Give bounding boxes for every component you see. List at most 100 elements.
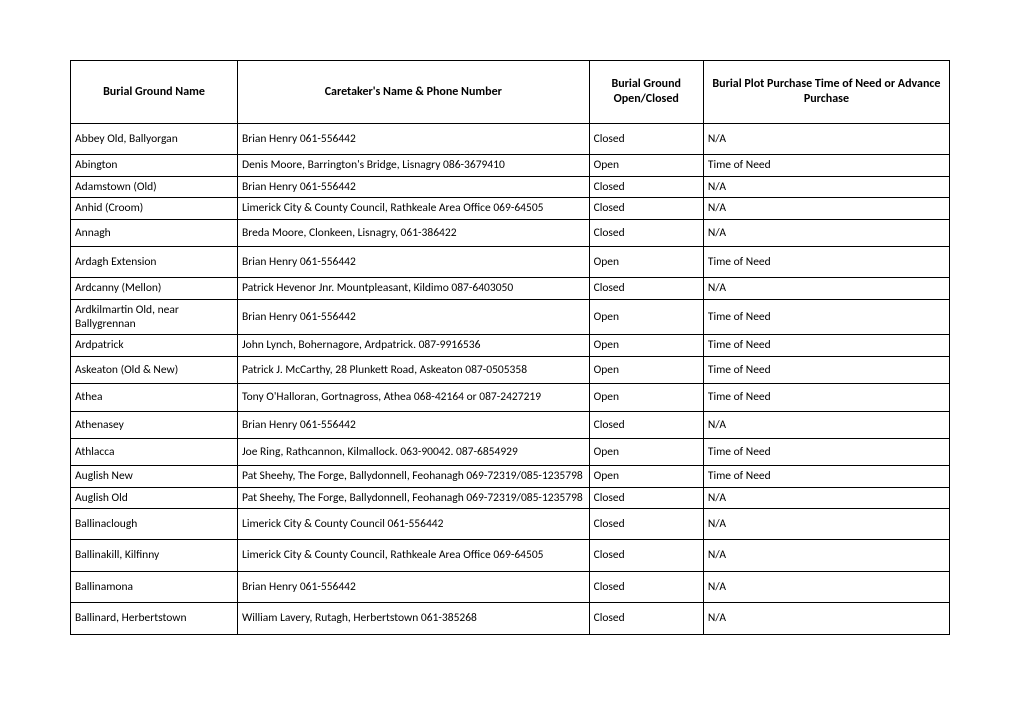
table-cell: Athenasey bbox=[71, 411, 238, 438]
table-cell: Ardpatrick bbox=[71, 335, 238, 356]
table-header: Burial Ground Name Caretaker's Name & Ph… bbox=[71, 61, 950, 124]
table-row: BallinamonaBrian Henry 061-556442ClosedN… bbox=[71, 571, 950, 602]
table-row: Anhid (Croom)Limerick City & County Coun… bbox=[71, 198, 950, 219]
table-cell: Pat Sheehy, The Forge, Ballydonnell, Feo… bbox=[238, 466, 590, 487]
table-row: BallinacloughLimerick City & County Coun… bbox=[71, 509, 950, 540]
table-row: AnnaghBreda Moore, Clonkeen, Lisnagry, 0… bbox=[71, 219, 950, 246]
table-cell: N/A bbox=[703, 509, 949, 540]
table-row: AthenaseyBrian Henry 061-556442ClosedN/A bbox=[71, 411, 950, 438]
table-row: Auglish OldPat Sheehy, The Forge, Ballyd… bbox=[71, 487, 950, 508]
table-cell: Denis Moore, Barrington's Bridge, Lisnag… bbox=[238, 155, 590, 176]
table-cell: Ardkilmartin Old, near Ballygrennan bbox=[71, 299, 238, 335]
table-cell: Pat Sheehy, The Forge, Ballydonnell, Feo… bbox=[238, 487, 590, 508]
table-cell: Limerick City & County Council, Rathkeal… bbox=[238, 540, 590, 571]
table-cell: Askeaton (Old & New) bbox=[71, 356, 238, 383]
table-cell: Closed bbox=[589, 176, 703, 197]
table-cell: Brian Henry 061-556442 bbox=[238, 124, 590, 155]
table-cell: Limerick City & County Council 061-55644… bbox=[238, 509, 590, 540]
table-cell: Athea bbox=[71, 384, 238, 411]
table-row: AthlaccaJoe Ring, Rathcannon, Kilmallock… bbox=[71, 438, 950, 465]
table-cell: N/A bbox=[703, 603, 949, 634]
table-cell: Ballinamona bbox=[71, 571, 238, 602]
table-cell: Time of Need bbox=[703, 356, 949, 383]
table-cell: Open bbox=[589, 438, 703, 465]
table-cell: Open bbox=[589, 356, 703, 383]
table-cell: Closed bbox=[589, 571, 703, 602]
table-row: Abbey Old, BallyorganBrian Henry 061-556… bbox=[71, 124, 950, 155]
col-header-purchase: Burial Plot Purchase Time of Need or Adv… bbox=[703, 61, 949, 124]
col-header-name: Burial Ground Name bbox=[71, 61, 238, 124]
table-cell: Brian Henry 061-556442 bbox=[238, 411, 590, 438]
table-cell: Closed bbox=[589, 198, 703, 219]
table-cell: Abington bbox=[71, 155, 238, 176]
table-cell: Closed bbox=[589, 411, 703, 438]
table-cell: Tony O'Halloran, Gortnagross, Athea 068-… bbox=[238, 384, 590, 411]
table-cell: Ardagh Extension bbox=[71, 246, 238, 277]
table-cell: Athlacca bbox=[71, 438, 238, 465]
table-row: Ardagh ExtensionBrian Henry 061-556442Op… bbox=[71, 246, 950, 277]
table-row: Ardcanny (Mellon)Patrick Hevenor Jnr. Mo… bbox=[71, 278, 950, 299]
table-cell: Closed bbox=[589, 540, 703, 571]
table-cell: Patrick Hevenor Jnr. Mountpleasant, Kild… bbox=[238, 278, 590, 299]
table-cell: Auglish Old bbox=[71, 487, 238, 508]
table-cell: Closed bbox=[589, 124, 703, 155]
table-cell: Patrick J. McCarthy, 28 Plunkett Road, A… bbox=[238, 356, 590, 383]
table-cell: Limerick City & County Council, Rathkeal… bbox=[238, 198, 590, 219]
table-cell: Time of Need bbox=[703, 466, 949, 487]
table-cell: Time of Need bbox=[703, 155, 949, 176]
table-cell: N/A bbox=[703, 540, 949, 571]
table-cell: Time of Need bbox=[703, 299, 949, 335]
table-cell: N/A bbox=[703, 487, 949, 508]
table-row: Ballinard, HerbertstownWilliam Lavery, R… bbox=[71, 603, 950, 634]
table-cell: Open bbox=[589, 466, 703, 487]
table-cell: Open bbox=[589, 246, 703, 277]
table-cell: Ardcanny (Mellon) bbox=[71, 278, 238, 299]
page-container: Burial Ground Name Caretaker's Name & Ph… bbox=[0, 0, 1020, 675]
table-cell: Ballinakill, Kilfinny bbox=[71, 540, 238, 571]
table-cell: Ballinaclough bbox=[71, 509, 238, 540]
table-cell: Closed bbox=[589, 509, 703, 540]
table-body: Abbey Old, BallyorganBrian Henry 061-556… bbox=[71, 124, 950, 635]
table-cell: Anhid (Croom) bbox=[71, 198, 238, 219]
table-cell: Closed bbox=[589, 278, 703, 299]
table-cell: N/A bbox=[703, 278, 949, 299]
table-cell: Brian Henry 061-556442 bbox=[238, 246, 590, 277]
table-cell: Closed bbox=[589, 487, 703, 508]
table-cell: Joe Ring, Rathcannon, Kilmallock. 063-90… bbox=[238, 438, 590, 465]
burial-ground-table: Burial Ground Name Caretaker's Name & Ph… bbox=[70, 60, 950, 635]
table-cell: William Lavery, Rutagh, Herbertstown 061… bbox=[238, 603, 590, 634]
col-header-status: Burial Ground Open/Closed bbox=[589, 61, 703, 124]
table-row: Ballinakill, KilfinnyLimerick City & Cou… bbox=[71, 540, 950, 571]
table-cell: N/A bbox=[703, 411, 949, 438]
table-cell: Closed bbox=[589, 603, 703, 634]
table-cell: N/A bbox=[703, 198, 949, 219]
table-cell: John Lynch, Bohernagore, Ardpatrick. 087… bbox=[238, 335, 590, 356]
table-cell: N/A bbox=[703, 571, 949, 602]
table-cell: N/A bbox=[703, 124, 949, 155]
table-cell: Brian Henry 061-556442 bbox=[238, 176, 590, 197]
table-cell: Ballinard, Herbertstown bbox=[71, 603, 238, 634]
table-row: Auglish NewPat Sheehy, The Forge, Ballyd… bbox=[71, 466, 950, 487]
col-header-caretaker: Caretaker's Name & Phone Number bbox=[238, 61, 590, 124]
table-cell: N/A bbox=[703, 219, 949, 246]
table-row: Askeaton (Old & New)Patrick J. McCarthy,… bbox=[71, 356, 950, 383]
table-cell: Adamstown (Old) bbox=[71, 176, 238, 197]
table-cell: Open bbox=[589, 384, 703, 411]
table-cell: Brian Henry 061-556442 bbox=[238, 299, 590, 335]
table-cell: Abbey Old, Ballyorgan bbox=[71, 124, 238, 155]
table-cell: Closed bbox=[589, 219, 703, 246]
table-cell: Brian Henry 061-556442 bbox=[238, 571, 590, 602]
table-row: AtheaTony O'Halloran, Gortnagross, Athea… bbox=[71, 384, 950, 411]
table-cell: Breda Moore, Clonkeen, Lisnagry, 061-386… bbox=[238, 219, 590, 246]
table-cell: Time of Need bbox=[703, 246, 949, 277]
table-cell: Open bbox=[589, 155, 703, 176]
table-row: Adamstown (Old)Brian Henry 061-556442Clo… bbox=[71, 176, 950, 197]
table-cell: Auglish New bbox=[71, 466, 238, 487]
table-cell: Time of Need bbox=[703, 438, 949, 465]
table-row: Ardkilmartin Old, near BallygrennanBrian… bbox=[71, 299, 950, 335]
table-cell: Annagh bbox=[71, 219, 238, 246]
table-cell: Open bbox=[589, 335, 703, 356]
table-cell: N/A bbox=[703, 176, 949, 197]
table-cell: Time of Need bbox=[703, 335, 949, 356]
table-cell: Open bbox=[589, 299, 703, 335]
